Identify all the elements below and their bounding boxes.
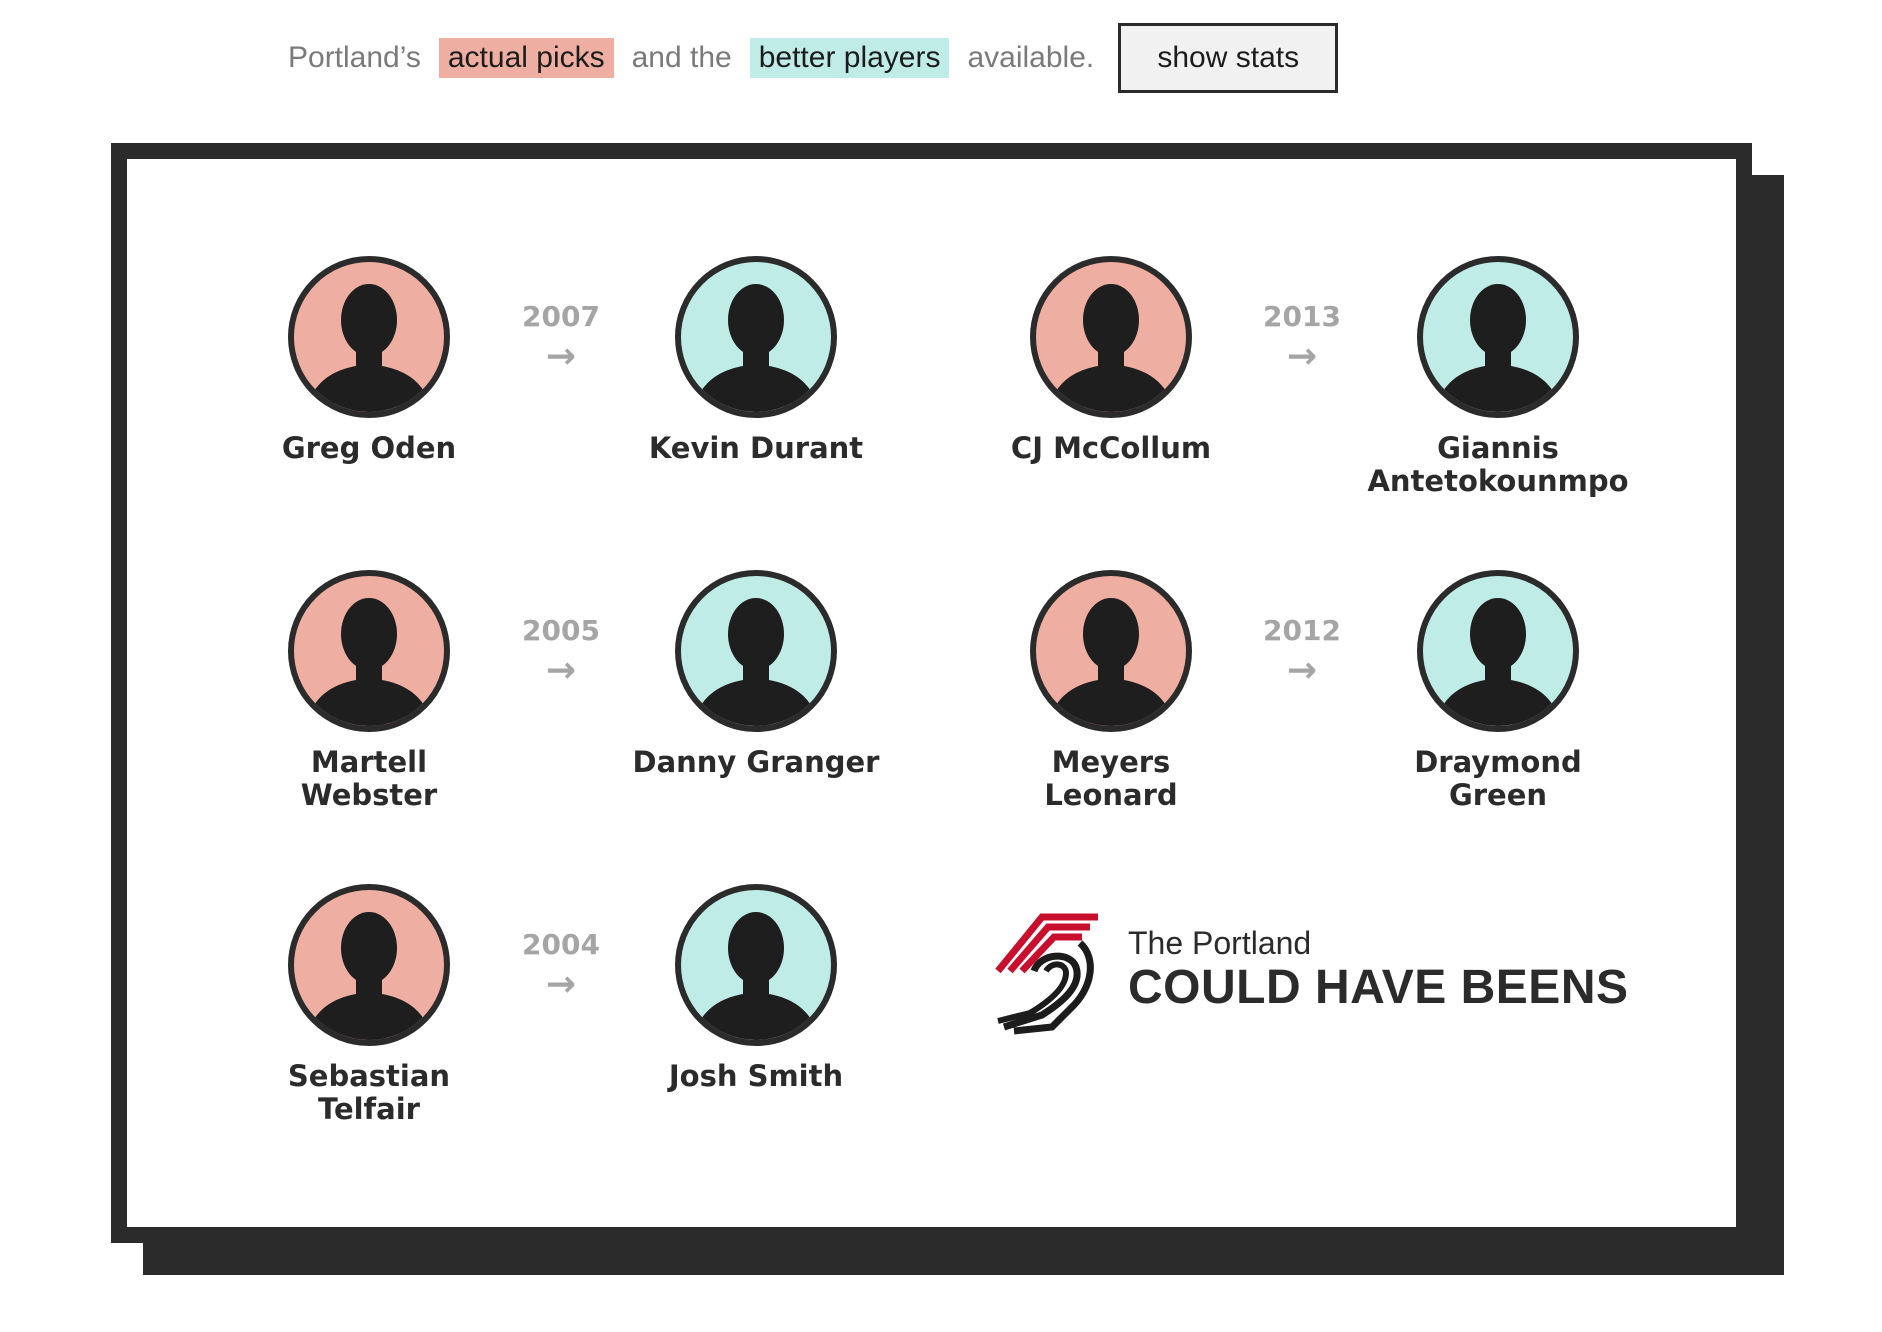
player-avatar	[288, 884, 450, 1046]
player-name: Greg Oden	[281, 431, 457, 465]
player-name: Josh Smith	[668, 1059, 844, 1093]
arrow-right-icon: →	[545, 650, 577, 691]
player-name: Draymond Green	[1414, 745, 1582, 812]
draft-year: 2012 →	[1242, 614, 1362, 689]
legend-suffix: available.	[967, 41, 1095, 74]
show-stats-button[interactable]: show stats	[1118, 23, 1339, 93]
player-name: Danny Granger	[632, 745, 880, 779]
player-actual-pick[interactable]: CJ McCollum	[961, 256, 1261, 465]
player-name: Meyers Leonard	[1044, 745, 1178, 812]
player-avatar	[675, 256, 837, 418]
draft-year: 2013 →	[1242, 300, 1362, 375]
player-actual-pick[interactable]: Greg Oden	[219, 256, 519, 465]
player-avatar	[288, 256, 450, 418]
could-have-beens-logo: The Portland COULD HAVE BEENS	[990, 905, 1630, 1035]
player-avatar	[675, 570, 837, 732]
player-actual-pick[interactable]: Meyers Leonard	[961, 570, 1261, 812]
player-photo-icon	[305, 598, 433, 726]
player-avatar	[1417, 570, 1579, 732]
player-better-player[interactable]: Danny Granger	[606, 570, 906, 779]
logo-line-2: COULD HAVE BEENS	[1128, 961, 1629, 1014]
player-better-player[interactable]: Josh Smith	[606, 884, 906, 1093]
draft-year: 2007 →	[501, 300, 621, 375]
arrow-right-icon: →	[545, 964, 577, 1005]
player-name: Sebastian Telfair	[287, 1059, 451, 1126]
player-name: Kevin Durant	[648, 431, 864, 465]
player-avatar	[675, 884, 837, 1046]
arrow-right-icon: →	[545, 336, 577, 377]
player-name: Martell Webster	[300, 745, 438, 812]
player-avatar	[1417, 256, 1579, 418]
draft-year: 2004 →	[501, 928, 621, 1003]
player-photo-icon	[1434, 284, 1562, 412]
player-photo-icon	[692, 598, 820, 726]
legend-better-players: better players	[749, 38, 950, 78]
player-photo-icon	[692, 284, 820, 412]
player-photo-icon	[1047, 598, 1175, 726]
arrow-right-icon: →	[1286, 650, 1318, 691]
player-name: CJ McCollum	[1010, 431, 1212, 465]
player-photo-icon	[305, 284, 433, 412]
trail-blazers-pinwheel-icon	[995, 913, 1098, 1035]
player-avatar	[1030, 256, 1192, 418]
player-photo-icon	[692, 912, 820, 1040]
legend-bar: Portland’s actual picks and the better p…	[288, 23, 1339, 93]
arrow-right-icon: →	[1286, 336, 1318, 377]
player-photo-icon	[305, 912, 433, 1040]
draft-year: 2005 →	[501, 614, 621, 689]
legend-prefix: Portland’s	[288, 41, 421, 74]
player-avatar	[1030, 570, 1192, 732]
player-avatar	[288, 570, 450, 732]
player-photo-icon	[1047, 284, 1175, 412]
legend-actual-picks: actual picks	[438, 38, 614, 78]
player-actual-pick[interactable]: Martell Webster	[219, 570, 519, 812]
legend-middle: and the	[631, 41, 732, 74]
player-better-player[interactable]: Kevin Durant	[606, 256, 906, 465]
player-better-player[interactable]: Giannis Antetokounmpo	[1348, 256, 1648, 498]
player-name: Giannis Antetokounmpo	[1367, 431, 1629, 498]
logo-line-1: The Portland	[1128, 925, 1312, 961]
player-actual-pick[interactable]: Sebastian Telfair	[219, 884, 519, 1126]
player-better-player[interactable]: Draymond Green	[1348, 570, 1648, 812]
player-photo-icon	[1434, 598, 1562, 726]
